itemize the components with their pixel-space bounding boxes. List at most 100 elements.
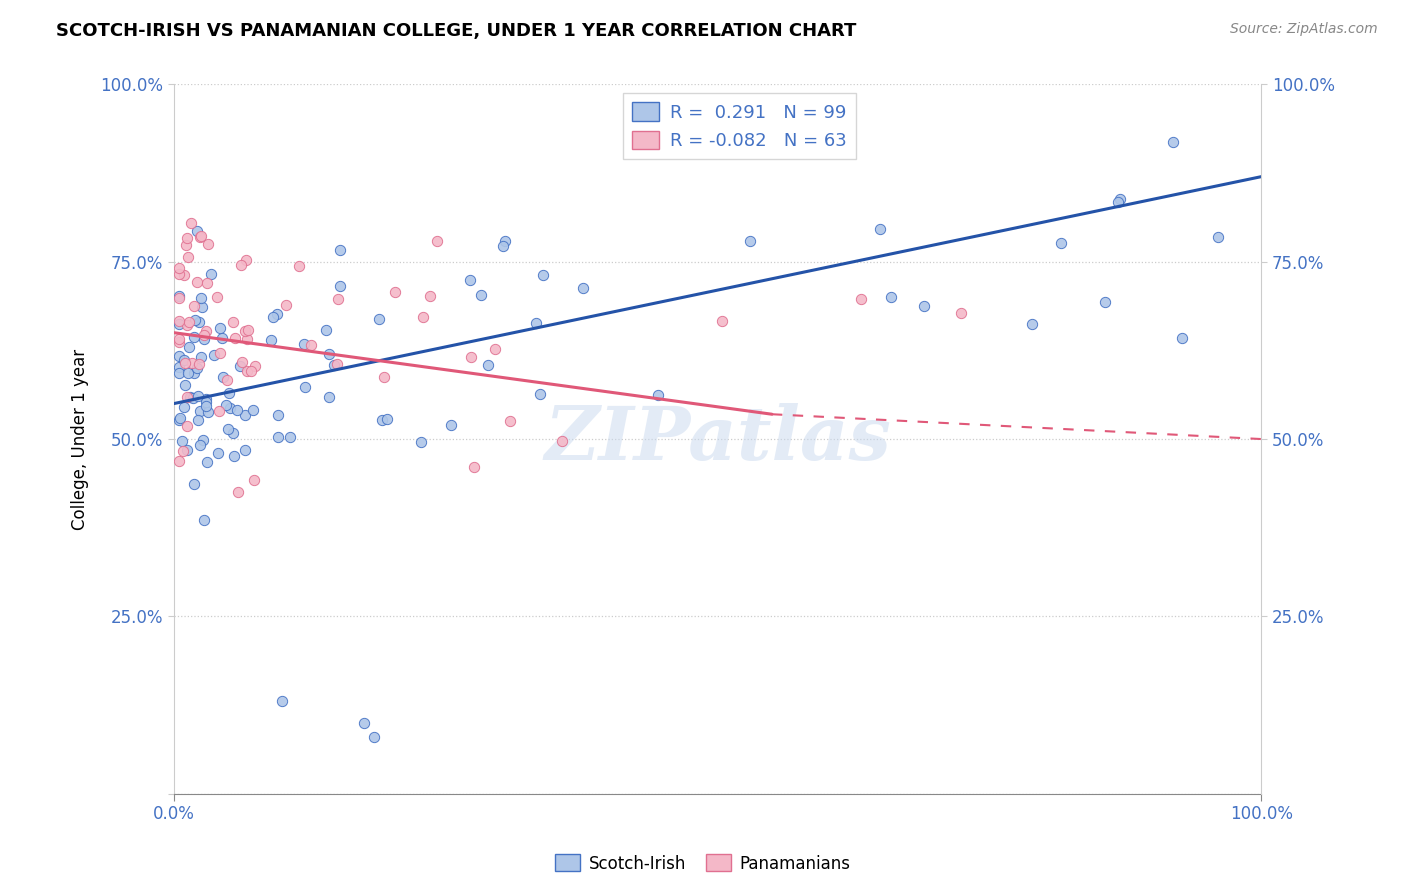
Point: [228, 359, 250, 373]
Point: [167, 359, 190, 374]
Point: [260, 333, 283, 347]
Point: [174, 378, 197, 392]
Point: [193, 332, 215, 346]
Point: [183, 476, 205, 491]
Point: [363, 730, 385, 744]
Text: SCOTCH-IRISH VS PANAMANIAN COLLEGE, UNDER 1 YEAR CORRELATION CHART: SCOTCH-IRISH VS PANAMANIAN COLLEGE, UNDE…: [56, 22, 856, 40]
Point: [326, 357, 349, 371]
Point: [849, 292, 872, 306]
Point: [173, 353, 195, 368]
Point: [190, 228, 212, 243]
Point: [240, 364, 263, 378]
Point: [197, 276, 219, 290]
Point: [950, 306, 973, 320]
Point: [492, 239, 515, 253]
Point: [197, 455, 219, 469]
Point: [1050, 236, 1073, 251]
Point: [179, 390, 201, 404]
Point: [177, 250, 200, 264]
Point: [235, 253, 257, 268]
Point: [738, 234, 761, 248]
Point: [288, 259, 311, 273]
Point: [236, 364, 259, 378]
Point: [233, 408, 256, 422]
Point: [208, 404, 231, 418]
Point: [217, 373, 239, 387]
Point: [193, 513, 215, 527]
Point: [551, 434, 574, 448]
Point: [267, 430, 290, 444]
Point: [463, 459, 485, 474]
Point: [176, 418, 198, 433]
Point: [224, 331, 246, 345]
Point: [262, 310, 284, 325]
Point: [197, 405, 219, 419]
Point: [226, 403, 249, 417]
Point: [267, 408, 290, 422]
Point: [426, 234, 449, 248]
Point: [318, 390, 340, 404]
Point: [460, 350, 482, 364]
Point: [412, 310, 434, 324]
Point: [167, 261, 190, 276]
Point: [169, 314, 191, 328]
Point: [177, 340, 200, 354]
Point: [419, 289, 441, 303]
Point: [188, 404, 211, 418]
Point: [470, 288, 492, 302]
Point: [183, 300, 205, 314]
Point: [236, 332, 259, 346]
Point: [211, 331, 233, 345]
Point: [202, 348, 225, 362]
Point: [186, 224, 208, 238]
Point: [217, 422, 239, 436]
Point: [183, 313, 205, 327]
Point: [318, 346, 340, 360]
Point: [294, 380, 316, 394]
Point: [411, 435, 433, 450]
Point: [183, 366, 205, 380]
Point: [711, 314, 734, 328]
Point: [195, 324, 218, 338]
Point: [1094, 295, 1116, 310]
Point: [181, 391, 204, 405]
Point: [187, 413, 209, 427]
Legend: R =  0.291   N = 99, R = -0.082   N = 63: R = 0.291 N = 99, R = -0.082 N = 63: [623, 94, 856, 160]
Point: [499, 414, 522, 428]
Point: [531, 268, 554, 283]
Point: [214, 398, 236, 412]
Point: [197, 237, 219, 252]
Point: [191, 433, 214, 447]
Point: [266, 307, 288, 321]
Point: [188, 357, 211, 371]
Point: [173, 401, 195, 415]
Point: [205, 290, 228, 304]
Point: [186, 275, 208, 289]
Point: [190, 350, 212, 364]
Point: [353, 715, 375, 730]
Point: [235, 442, 257, 457]
Point: [212, 369, 235, 384]
Point: [208, 345, 231, 359]
Point: [242, 402, 264, 417]
Point: [172, 434, 194, 448]
Point: [384, 285, 406, 299]
Point: [190, 229, 212, 244]
Point: [373, 370, 395, 384]
Point: [167, 267, 190, 281]
Point: [167, 291, 190, 305]
Point: [231, 355, 253, 369]
Point: [236, 323, 259, 337]
Point: [167, 366, 190, 380]
Point: [323, 359, 346, 373]
Point: [207, 445, 229, 459]
Point: [186, 361, 208, 376]
Point: [1109, 192, 1132, 206]
Point: [1208, 229, 1230, 244]
Point: [458, 273, 481, 287]
Point: [191, 300, 214, 314]
Point: [1021, 317, 1043, 331]
Point: [169, 411, 191, 425]
Point: [167, 453, 190, 467]
Point: [529, 387, 551, 401]
